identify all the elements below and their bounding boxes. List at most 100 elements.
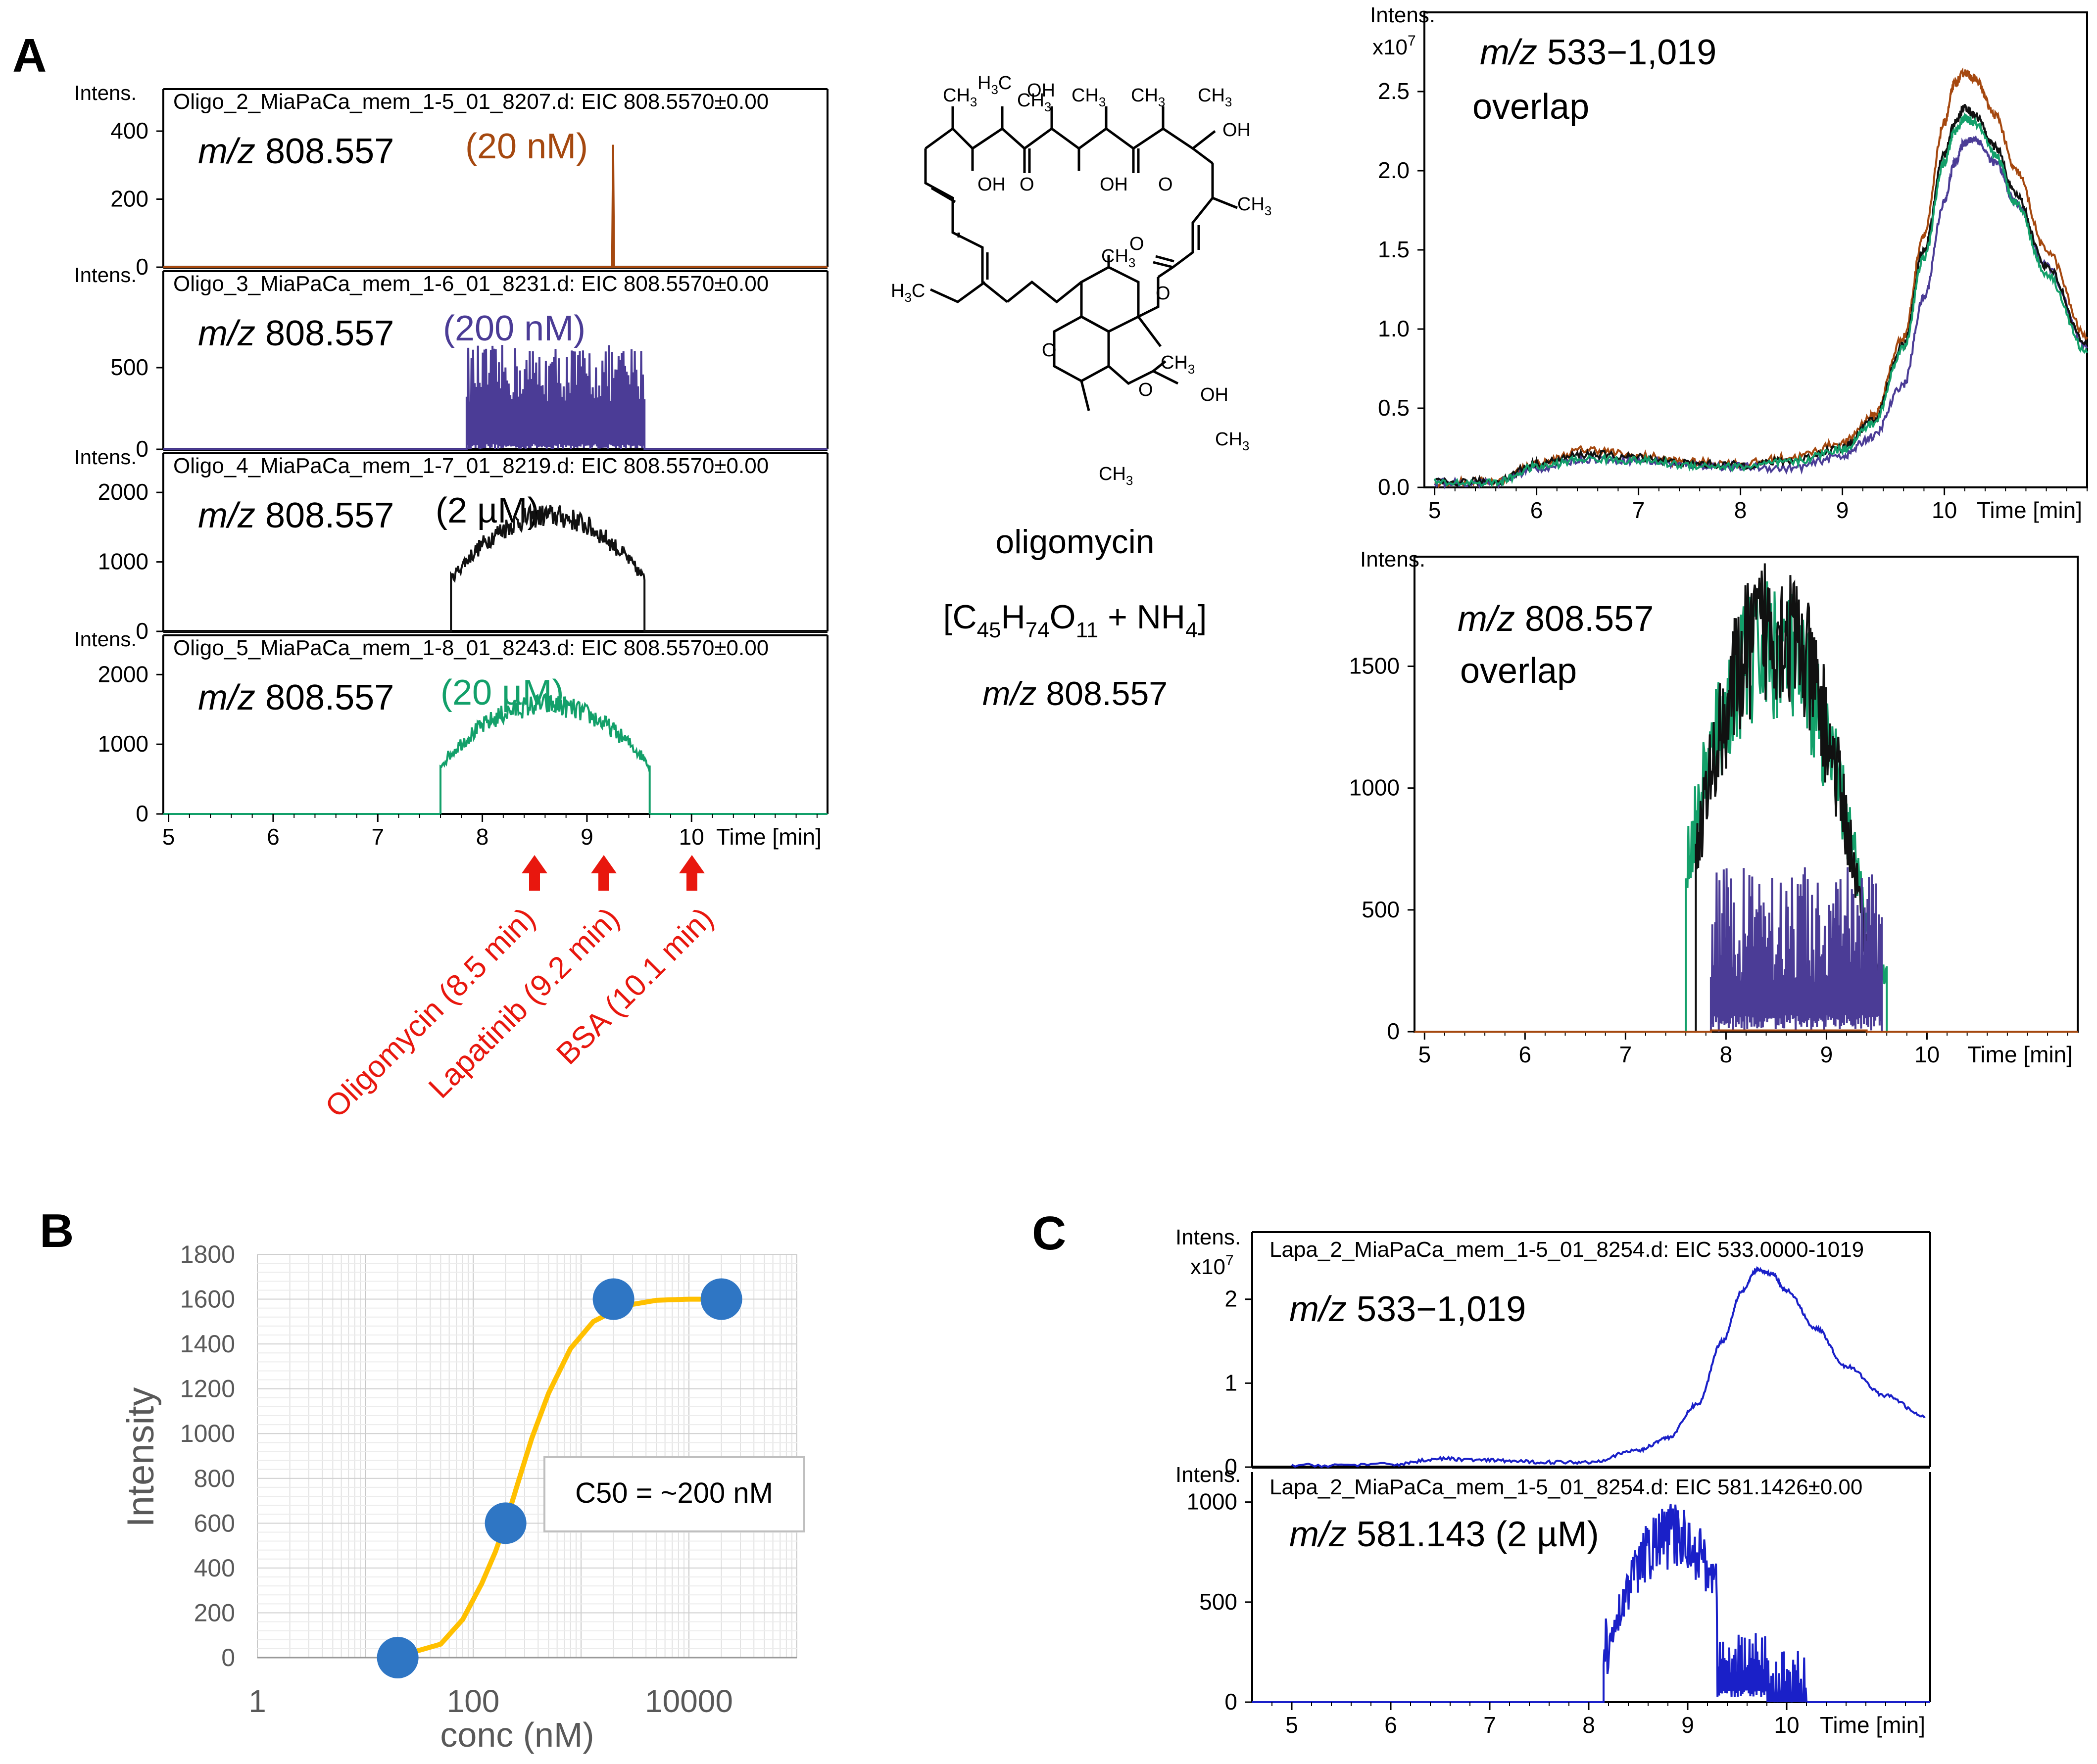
eic-overlap-trace [1414, 1029, 2078, 1033]
compound-mz: m/z 808.557 [982, 675, 1168, 713]
x-tick-label: 6 [1384, 1712, 1397, 1738]
x-tick-label: 8 [1720, 1042, 1733, 1067]
diene-bonds [924, 148, 1008, 303]
x-tick-label: 100 [447, 1683, 500, 1719]
y-tick-label: 0.5 [1378, 395, 1410, 421]
x-tick-label: 9 [1836, 497, 1849, 523]
exponent-label: x107 [1190, 1252, 1234, 1279]
y-tick-label: 500 [1199, 1589, 1237, 1615]
compound-name: oligomycin [995, 523, 1154, 561]
tic-mz-label: m/z 533−1,019 [1480, 33, 1716, 72]
x-tick-label: 6 [1530, 497, 1543, 523]
y-tick-label: 2.0 [1378, 157, 1410, 183]
eic-conc-label: (200 nM) [443, 309, 585, 348]
o-label: O [1156, 283, 1170, 304]
lapatinib-chart: 2 1 0 Intens. x107 Lapa_2_MiaPaCa_mem_1-5_01_… [1175, 1225, 1931, 1738]
y-tick-label: 500 [110, 354, 148, 380]
y-tick-label: 1 [1224, 1370, 1237, 1395]
y-tick-label: 0.0 [1378, 474, 1410, 500]
exponent-label: x107 [1372, 33, 1416, 59]
y-tick-label: 2 [1224, 1286, 1237, 1312]
intens-label: Intens. [1175, 1463, 1241, 1487]
eic-overlap-chart: 0 500 1000 1500 5 6 7 8 9 10 Time [min] Intens. m/z … [1349, 547, 2079, 1067]
mz-value: 808.557 [255, 132, 394, 171]
oh-label: OH [1027, 80, 1055, 101]
x-tick-label: 1 [248, 1683, 266, 1719]
y-tick-label: 2000 [98, 479, 148, 505]
x-tick-label: 8 [476, 824, 489, 850]
formula-part: ] [1197, 598, 1207, 636]
intens-label: Intens. [1175, 1225, 1241, 1249]
eic-file-label: Oligo_3_MiaPaCa_mem_1-6_01_8231.d: EIC 8… [173, 272, 769, 296]
c-tic-trace [1291, 1266, 1926, 1468]
eic-mz-label: m/z 808.557 [198, 496, 394, 535]
eic-file-label: Oligo_5_MiaPaCa_mem_1-8_01_8243.d: EIC 8… [173, 636, 769, 660]
formula-sub: 74 [1025, 618, 1050, 642]
x-tick-label: 9 [1820, 1042, 1833, 1067]
ch3-stub-5 [1212, 196, 1238, 209]
x-tick-label: 10 [679, 824, 704, 850]
x-tick-label: 10 [1914, 1042, 1940, 1067]
dose-response-chart: 0 200 400 600 800 1000 1200 1400 1600 1800 1 100 100… [120, 1240, 805, 1754]
y-tick-label: 0 [136, 436, 148, 462]
panel-letter-a: A [12, 29, 47, 82]
o-label: O [1042, 340, 1057, 361]
ch3-label: CH3 [1017, 90, 1051, 114]
intens-label: Intens. [74, 627, 137, 651]
y-tick-label: 1000 [98, 549, 148, 574]
x-tick-label: 5 [162, 824, 175, 850]
tic-overlap-chart: 0.0 0.5 1.0 1.5 2.0 2.5 5 6 7 8 9 10 Time [min] Inten… [1370, 3, 2088, 523]
panel-letter-b: B [40, 1204, 74, 1257]
ch3-label: CH3 [1237, 194, 1271, 218]
y-tick-label: 1000 [98, 731, 148, 757]
mz-italic: m/z [198, 678, 255, 717]
tic-trace [1434, 67, 2088, 488]
double-bond-1 [930, 187, 956, 203]
x-tick-label: 5 [1285, 1712, 1298, 1738]
y-tick-label: 0 [136, 801, 148, 826]
c-mz-label: m/z 533−1,019 [1289, 1289, 1526, 1329]
top-chain-bond [925, 127, 1214, 164]
x-tick-label: 6 [267, 824, 280, 850]
formula-part: H [1001, 598, 1025, 636]
oh-stub [1152, 360, 1167, 372]
retention-arrow [679, 855, 705, 891]
chart-frame [1423, 11, 2088, 488]
eic-file-label: Oligo_4_MiaPaCa_mem_1-7_01_8219.d: EIC 8… [173, 454, 769, 478]
mz-italic: m/z [198, 496, 255, 535]
eic-trace [163, 503, 828, 632]
intens-label: Intens. [74, 445, 137, 469]
oh-label: OH [977, 174, 1006, 195]
c-file-label: Lapa_2_MiaPaCa_mem_1-5_01_8254.d: EIC 53… [1269, 1238, 1864, 1262]
formula-sub: 11 [1076, 618, 1099, 642]
mz-value: 808.557 [255, 678, 394, 717]
oligomycin-structure [924, 106, 1238, 411]
x-tick-label: 6 [1519, 1042, 1532, 1067]
c-mz-label: m/z 581.143 (2 µM) [1289, 1515, 1599, 1554]
formula-part: + NH [1098, 598, 1185, 636]
overlap-label: overlap [1472, 87, 1589, 127]
y-tick-label: 1500 [1349, 653, 1400, 679]
intens-label: Intens. [1370, 3, 1435, 27]
side-chain [1108, 365, 1179, 385]
ch3-label: CH3 [1215, 429, 1249, 453]
mz-italic: m/z [982, 675, 1037, 713]
tic-trace [1434, 135, 2088, 490]
y-tick-label: 0 [1224, 1689, 1237, 1715]
formula-part: O [1050, 598, 1076, 636]
x-axis-label: conc (nM) [440, 1716, 594, 1754]
retention-arrow [522, 855, 547, 891]
y-tick-label: 1000 [1187, 1489, 1237, 1515]
mz-value: 808.557 [1046, 675, 1168, 713]
data-point [700, 1278, 742, 1320]
eic-trace-20nM [163, 144, 828, 268]
y-tick-label: 1600 [180, 1286, 235, 1313]
ester-bond [1153, 261, 1173, 269]
x-tick-label: 7 [371, 824, 384, 850]
retention-arrow [591, 855, 617, 891]
y-tick-label: 1200 [180, 1375, 235, 1403]
o-label: O [1138, 380, 1153, 400]
y-tick-label: 600 [194, 1509, 235, 1537]
